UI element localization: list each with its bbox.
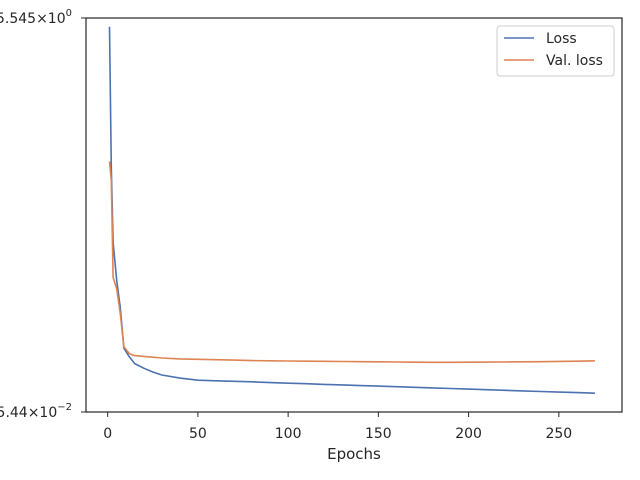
y-axis-ticks: 5.545×100 5.44×10−2: [0, 8, 86, 421]
y-tick-label: 5.545×100: [0, 8, 72, 27]
x-tick-label: 50: [189, 426, 207, 442]
legend-label-val-loss: Val. loss: [546, 53, 603, 69]
legend-label-loss: Loss: [546, 31, 577, 47]
x-tick-label: 0: [103, 426, 112, 442]
x-tick-label: 200: [455, 426, 482, 442]
y-tick-label: 5.44×10−2: [0, 402, 72, 421]
plot-lines: [108, 26, 595, 394]
plot-area-frame: [85, 17, 623, 413]
x-tick-label: 250: [545, 426, 572, 442]
series-line-loss: [108, 26, 595, 394]
x-axis-title: Epochs: [327, 445, 381, 463]
series-line-val-loss: [108, 161, 595, 364]
x-tick-label: 100: [275, 426, 302, 442]
x-tick-label: 150: [365, 426, 392, 442]
x-axis-ticks: 0 50 100 150 200 250: [103, 412, 572, 442]
legend: Loss Val. loss: [496, 25, 615, 77]
